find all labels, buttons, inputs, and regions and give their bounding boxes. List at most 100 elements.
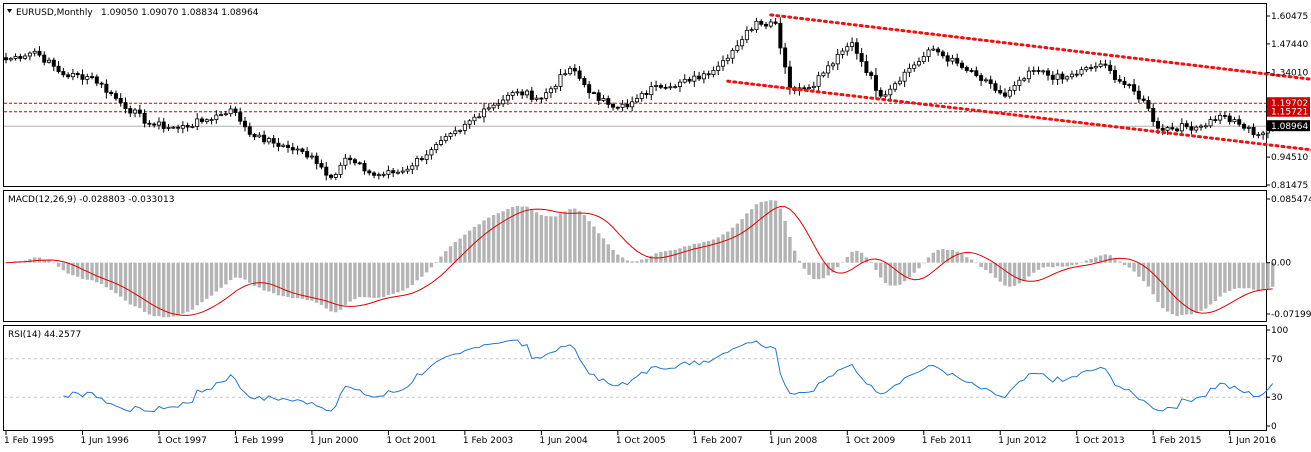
- candle-body: [1093, 65, 1098, 69]
- candle-body: [501, 99, 506, 105]
- macd-histogram-bar: [883, 262, 888, 284]
- candle-body: [687, 78, 692, 82]
- candle-body: [491, 104, 496, 109]
- macd-histogram-bar: [1132, 262, 1136, 272]
- macd-histogram-bar: [1012, 262, 1017, 286]
- candle-body: [109, 91, 114, 94]
- macd-histogram-bar: [444, 251, 448, 263]
- candle-body: [979, 75, 984, 81]
- candle-body: [907, 67, 912, 73]
- candle-body: [859, 52, 864, 62]
- macd-histogram-bar: [711, 239, 716, 263]
- candle-body: [558, 74, 563, 87]
- candle-body: [419, 158, 424, 160]
- macd-histogram-bar: [1204, 262, 1208, 309]
- macd-histogram-bar: [286, 262, 290, 298]
- macd-histogram-bar: [362, 262, 367, 298]
- macd-histogram-bar: [171, 262, 175, 317]
- candle-body: [128, 108, 133, 114]
- candle-body: [400, 170, 405, 173]
- candle-body: [305, 151, 310, 158]
- price-axis-label: 0.81475: [1271, 181, 1308, 191]
- macd-histogram-bar: [874, 262, 878, 270]
- macd-histogram-bar: [749, 209, 754, 263]
- candle-body: [764, 23, 769, 27]
- macd-histogram-bar: [104, 262, 109, 288]
- macd-histogram-bar: [836, 262, 840, 268]
- macd-histogram-bar: [1223, 262, 1227, 293]
- macd-histogram-bar: [138, 262, 142, 309]
- candle-body: [1208, 119, 1213, 127]
- candle-body: [180, 125, 185, 129]
- rsi-axis-label: 0: [1271, 422, 1277, 432]
- candle-body: [1003, 92, 1008, 97]
- candle-body: [606, 98, 611, 105]
- candle-body: [658, 85, 663, 88]
- macd-histogram-bar: [1127, 262, 1131, 268]
- macd-panel[interactable]: [3, 190, 1267, 322]
- candle-body: [534, 97, 539, 100]
- macd-histogram-bar: [32, 257, 37, 263]
- candle-body: [960, 62, 965, 68]
- candle-body: [845, 46, 850, 52]
- candle-body: [1065, 76, 1070, 80]
- macd-histogram-bar: [1075, 262, 1079, 265]
- candle-body: [415, 158, 420, 167]
- candle-body: [1017, 79, 1022, 86]
- macd-histogram-bar: [52, 262, 56, 264]
- candle-body: [525, 90, 530, 96]
- macd-histogram-bar: [831, 262, 835, 273]
- macd-histogram-bar: [1242, 262, 1246, 289]
- macd-histogram-bar: [549, 216, 553, 263]
- lower-trend-line[interactable]: [726, 79, 1311, 169]
- candle-body: [242, 120, 247, 128]
- macd-histogram-bar: [381, 262, 386, 298]
- macd-histogram-bar: [377, 262, 381, 298]
- macd-histogram-bar: [1227, 262, 1232, 292]
- macd-histogram-bar: [988, 262, 993, 274]
- candle-body: [1022, 78, 1027, 81]
- macd-histogram-bar: [941, 248, 945, 263]
- macd-histogram-bar: [601, 238, 606, 263]
- macd-histogram-bar: [683, 246, 687, 263]
- candle-body: [348, 157, 353, 161]
- candle-body: [625, 103, 630, 108]
- macd-histogram-bar: [76, 262, 80, 277]
- candle-body: [783, 47, 788, 68]
- candle-body: [185, 125, 190, 128]
- macd-histogram-bar: [984, 262, 988, 271]
- macd-histogram-bar: [640, 259, 644, 263]
- candle-body: [137, 109, 142, 114]
- symbol-dropdown-icon[interactable]: [7, 9, 12, 13]
- candle-body: [247, 126, 252, 135]
- candle-body: [682, 78, 687, 83]
- candle-body: [630, 101, 635, 108]
- macd-histogram-bar: [611, 249, 615, 263]
- macd-histogram-bar: [1256, 262, 1261, 291]
- candle-body: [238, 112, 243, 122]
- candle-body: [1227, 115, 1232, 123]
- candle-body: [1189, 126, 1194, 131]
- candle-body: [352, 159, 357, 164]
- candle-body: [759, 20, 764, 25]
- macd-histogram-bar: [525, 206, 529, 263]
- price-axis-label: 0.94510: [1271, 153, 1308, 163]
- candle-body: [902, 71, 907, 82]
- macd-histogram-bar: [907, 262, 912, 278]
- macd-histogram-bar: [912, 262, 916, 273]
- macd-histogram-bar: [1017, 262, 1022, 284]
- upper-trend-line[interactable]: [769, 13, 1311, 103]
- macd-histogram-bar: [1180, 262, 1184, 316]
- candle-body: [677, 81, 682, 88]
- candle-body: [1213, 119, 1218, 121]
- macd-histogram-bar: [716, 237, 720, 263]
- candle-body: [826, 65, 831, 74]
- main-price-panel[interactable]: [3, 3, 1267, 187]
- macd-histogram-bar: [998, 262, 1002, 282]
- time-axis-label: 1 Oct 1997: [157, 436, 207, 446]
- candle-body: [1179, 123, 1184, 132]
- price-axis-label: 1.47440: [1271, 40, 1308, 50]
- candle-body: [80, 74, 85, 80]
- candle-body: [988, 79, 993, 85]
